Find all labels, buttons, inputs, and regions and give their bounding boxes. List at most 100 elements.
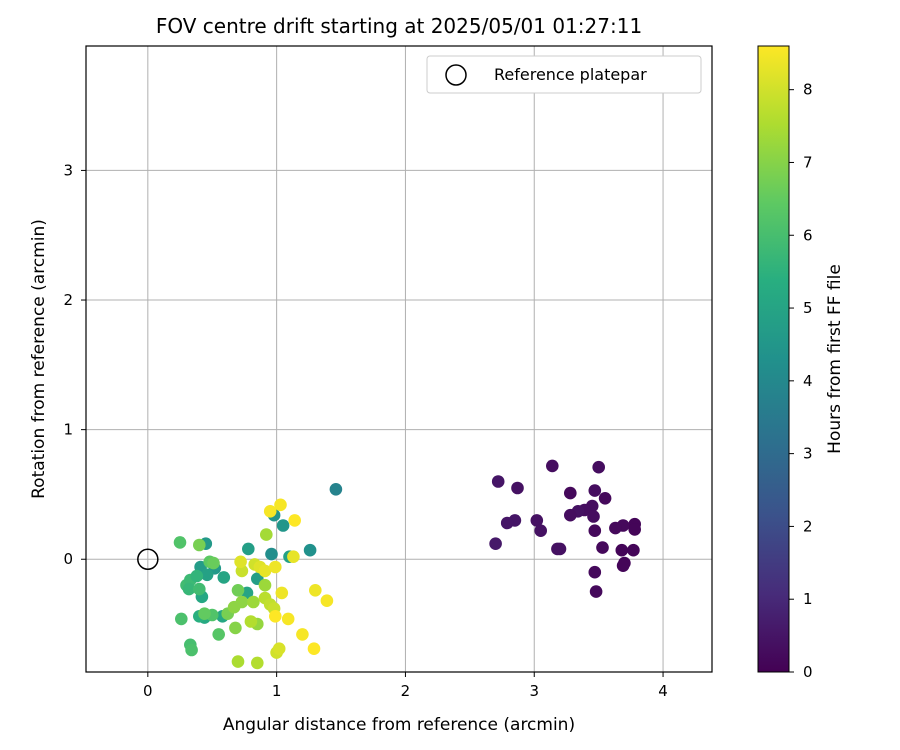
colorbar-tick-label: 8 (803, 81, 813, 99)
data-point (489, 537, 502, 550)
legend-marker-open-circle (445, 64, 467, 86)
data-point (307, 642, 321, 655)
data-point (269, 560, 282, 574)
y-tick-label: 3 (63, 161, 73, 179)
data-point (564, 486, 577, 500)
data-point (231, 655, 245, 668)
data-point (207, 556, 220, 570)
data-point (564, 508, 577, 522)
data-point (588, 484, 602, 497)
data-point (275, 586, 289, 600)
data-point (596, 541, 609, 554)
colorbar-ticks: 0 1 2 3 4 5 6 7 8 (789, 81, 813, 681)
data-point (260, 528, 273, 541)
data-point (627, 543, 640, 557)
data-point (258, 578, 272, 592)
data-point (190, 569, 204, 583)
data-point (272, 642, 286, 655)
x-tick-label: 3 (529, 682, 539, 700)
x-tick-label: 4 (658, 682, 668, 700)
data-point (250, 656, 264, 670)
data-point (263, 505, 277, 518)
data-point (592, 460, 605, 474)
y-tick-label: 2 (63, 291, 73, 309)
x-tick-label: 0 (143, 682, 153, 700)
data-point (309, 584, 322, 597)
legend: Reference platepar (426, 55, 702, 94)
data-point (491, 475, 505, 488)
data-point (281, 612, 295, 626)
y-axis-ticks: 0 1 2 3 (63, 161, 86, 568)
x-axis-label: Angular distance from reference (arcmin) (223, 715, 575, 735)
colorbar-tick-label: 4 (803, 372, 813, 390)
data-point (511, 481, 524, 495)
data-point (173, 536, 187, 549)
data-point (628, 523, 641, 536)
data-point (265, 547, 278, 561)
y-tick-label: 1 (63, 421, 73, 439)
x-tick-label: 1 (272, 682, 282, 700)
data-point (588, 565, 602, 579)
data-point (320, 594, 334, 607)
colorbar-label: Hours from first FF file (825, 264, 845, 454)
data-point (615, 543, 629, 557)
y-axis-label: Rotation from reference (arcmin) (29, 219, 49, 499)
data-point (217, 571, 231, 584)
data-point (247, 595, 260, 609)
colorbar: 0 1 2 3 4 5 6 7 8 Hours from first FF file (757, 45, 845, 681)
data-points (173, 459, 641, 670)
data-point (588, 524, 602, 537)
colorbar-tick-label: 5 (803, 299, 813, 317)
y-tick-label: 0 (63, 550, 73, 568)
x-axis-ticks: 0 1 2 3 4 (143, 672, 668, 700)
data-point (182, 582, 196, 596)
data-point (175, 612, 188, 626)
data-point (244, 615, 258, 628)
grid-lines (86, 46, 712, 672)
data-point (276, 519, 290, 532)
data-point (534, 524, 547, 537)
data-point (546, 459, 559, 473)
legend-label: Reference platepar (494, 65, 647, 84)
colorbar-gradient (757, 45, 790, 673)
data-point (553, 542, 567, 556)
data-point (288, 514, 302, 527)
data-point (587, 510, 600, 523)
data-point (231, 584, 245, 597)
data-point (200, 568, 214, 582)
data-point (303, 543, 317, 557)
data-point (589, 585, 603, 598)
data-point (500, 516, 514, 530)
data-point (598, 492, 612, 505)
data-point (287, 550, 300, 563)
colorbar-tick-label: 2 (803, 517, 813, 535)
data-point (229, 621, 242, 635)
legend-box (426, 55, 702, 94)
x-tick-label: 2 (401, 682, 411, 700)
data-point (609, 521, 622, 535)
colorbar-tick-label: 0 (803, 663, 813, 681)
colorbar-tick-label: 1 (803, 590, 813, 608)
data-point (269, 610, 282, 623)
colorbar-tick-label: 6 (803, 226, 813, 244)
colorbar-tick-label: 3 (803, 445, 813, 463)
data-point (530, 514, 544, 527)
data-point (198, 607, 211, 620)
data-point (234, 555, 247, 569)
data-point (258, 564, 272, 578)
colorbar-tick-label: 7 (803, 153, 813, 171)
data-point (274, 498, 287, 512)
chart-title: FOV centre drift starting at 2025/05/01 … (156, 14, 642, 38)
data-point (616, 559, 630, 572)
data-point (193, 582, 206, 596)
data-point (212, 628, 225, 641)
data-point (235, 595, 249, 609)
data-point (296, 628, 309, 641)
reference-marker-group (137, 548, 159, 570)
plot-area-frame (85, 45, 713, 673)
data-point (329, 483, 343, 496)
data-point (242, 542, 255, 556)
data-point (185, 643, 198, 657)
data-point (193, 538, 206, 552)
